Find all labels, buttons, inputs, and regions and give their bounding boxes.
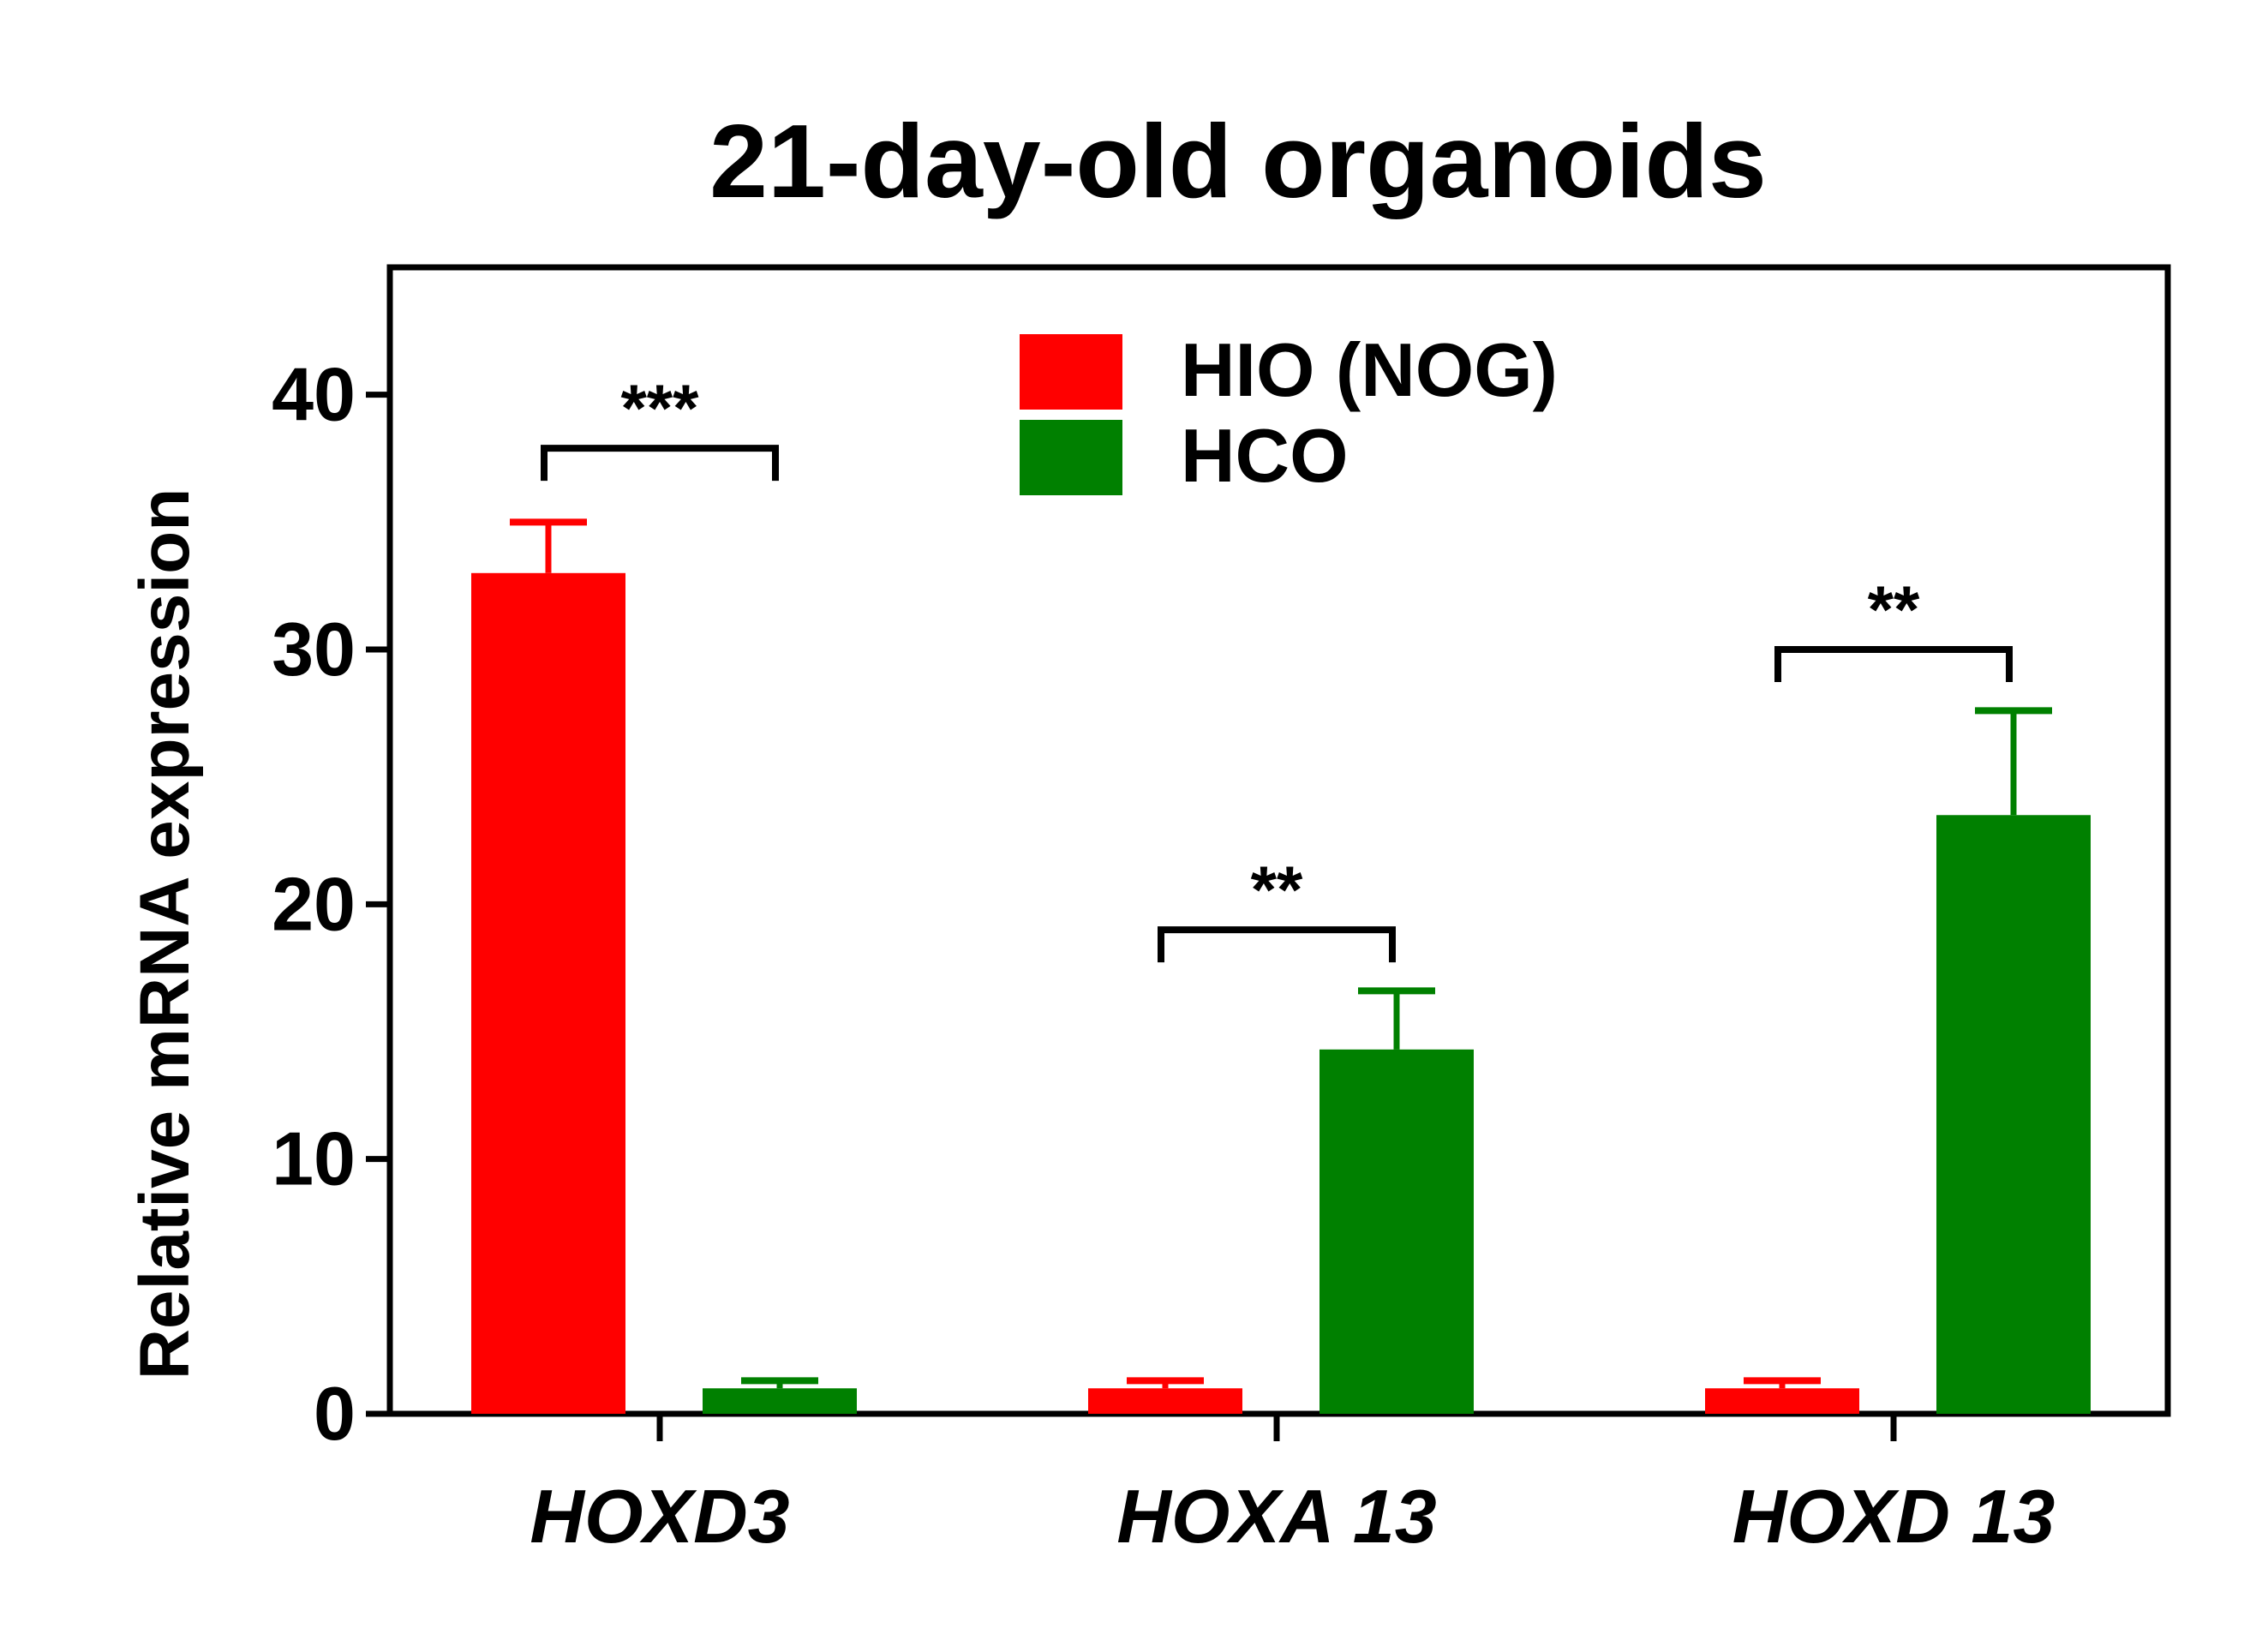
y-tick-label-3: 30	[272, 607, 356, 691]
y-tick-label-4: 40	[272, 352, 356, 437]
bar-hco-0	[703, 1388, 857, 1414]
y-tick-label-2: 20	[272, 861, 356, 946]
significance-bracket-0	[541, 445, 779, 482]
y-tick-label-1: 10	[272, 1116, 356, 1201]
bars-layer	[471, 572, 2091, 1414]
significance-label-1: **	[1251, 852, 1303, 927]
legend-label-hio: HIO (NOG)	[1181, 327, 1558, 412]
bar-hio-0	[471, 572, 625, 1414]
x-tick-label-1: HOXA 13	[1116, 1474, 1436, 1559]
y-axis-label: Relative mRNA expression	[126, 488, 204, 1380]
legend-label-hco: HCO	[1181, 413, 1349, 498]
bar-hco-2	[1936, 815, 2091, 1414]
x-tick-label-2: HOXD 13	[1732, 1474, 2056, 1559]
legend-swatch-hco	[1020, 420, 1122, 495]
significance-layer: *******	[541, 370, 2013, 963]
error-bars-layer	[510, 518, 2052, 1389]
axis-layer: 0 10 20 30 40 HOXD3 HOXA 13 HOXD 13	[272, 352, 2055, 1559]
significance-label-2: **	[1868, 572, 1920, 647]
x-tick-label-0: HOXD3	[530, 1474, 789, 1559]
chart-title: 21-day-old organoids	[709, 103, 1767, 219]
bar-hio-2	[1705, 1388, 1859, 1414]
significance-bracket-2	[1774, 646, 2013, 682]
legend-swatch-hio	[1020, 334, 1122, 410]
bar-hco-1	[1320, 1049, 1474, 1414]
significance-bracket-1	[1158, 926, 1396, 963]
significance-label-0: ***	[620, 370, 699, 446]
legend: HIO (NOG)HCO	[1020, 327, 1558, 498]
bar-hio-1	[1088, 1388, 1242, 1414]
y-tick-label-0: 0	[314, 1371, 356, 1456]
